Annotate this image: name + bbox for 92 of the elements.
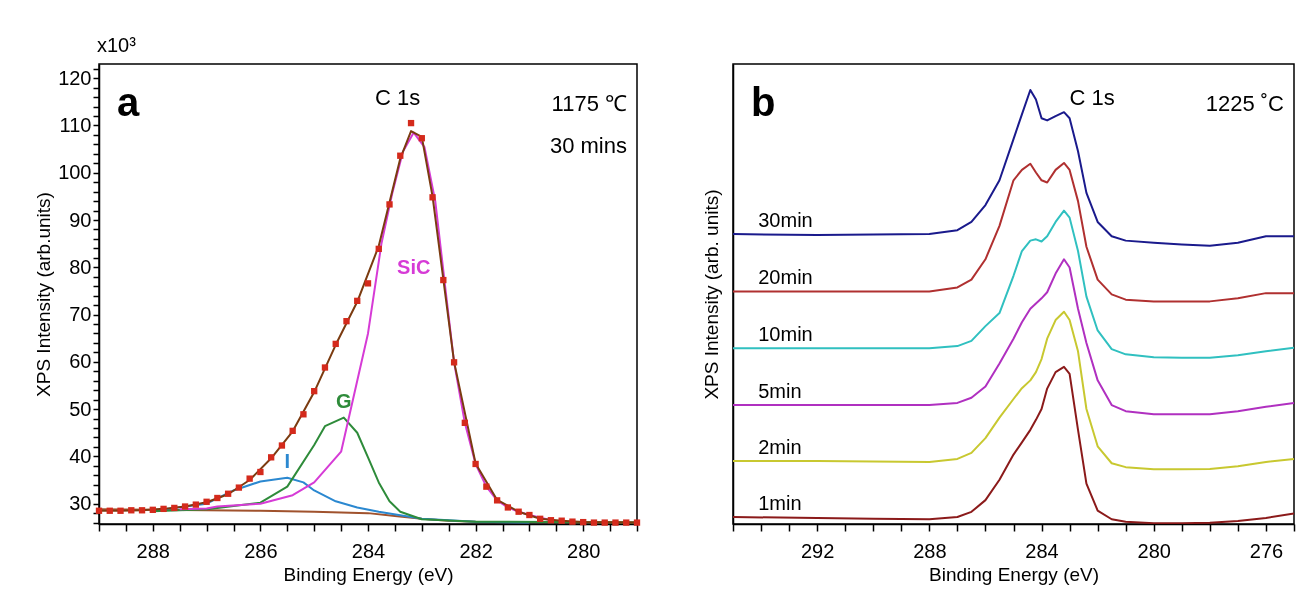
y-tick-label: 90 [69,208,92,231]
series-label: 30min [758,209,813,232]
series-label: 2min [758,436,802,459]
x-tick-label: 276 [1249,539,1284,562]
annotation: C 1s [1069,85,1115,110]
x-tick-label: 284 [1025,539,1059,562]
point [386,201,393,208]
point [138,507,146,514]
point [612,519,619,526]
point [321,364,329,371]
series-label: 1min [758,492,802,515]
y-tick-label: 50 [69,397,92,420]
point [354,297,361,305]
point [149,506,156,513]
point [558,517,565,524]
point [160,505,167,513]
annotation: a [117,80,140,124]
point [343,318,350,325]
point [493,497,501,504]
y-tick-label: 120 [58,66,92,89]
y-tick-label: 70 [69,303,92,326]
point [547,517,555,524]
y-tick-label: 30 [69,492,92,515]
series-label: G [336,389,352,412]
x-tick-label: 286 [244,539,278,562]
point [472,460,479,468]
point [95,507,103,514]
point [461,419,468,426]
point [289,427,296,435]
y-tick-label: 100 [58,161,92,184]
series-label: 20min [758,266,813,289]
point [192,501,199,508]
point [515,508,522,515]
point [418,135,425,142]
point [450,359,458,366]
point [311,387,318,395]
point [257,468,264,476]
point [601,519,608,526]
y-tick-label: 80 [69,255,92,278]
point [633,519,641,526]
y-tick-label: 110 [59,113,92,136]
annotation: 30 mins [549,133,627,158]
point [278,442,286,449]
point [537,515,544,522]
point [580,518,587,526]
point [332,340,339,348]
point [590,519,598,526]
annotation: 1175 ℃ [551,91,627,116]
series-label: I [284,449,291,472]
point [128,507,135,514]
point [246,475,253,482]
annotation: 1225 ˚C [1205,91,1285,116]
point [504,504,512,511]
text: x10³ [97,34,137,56]
point [224,490,232,497]
point [214,494,221,502]
point [268,454,275,461]
point [117,507,124,514]
x-axis-title: Binding Energy (eV) [928,563,1100,585]
point [203,498,210,505]
point [429,194,436,201]
point [171,504,178,512]
point [483,483,490,490]
y-tick-label: 40 [69,444,92,467]
y-tick-label: 60 [69,350,92,373]
point [235,484,243,491]
point [569,518,576,525]
point [440,276,447,284]
y-axis-title: XPS Intensity (arb.units) [33,192,55,397]
point [526,511,533,519]
x-tick-label: 280 [567,539,601,562]
x-tick-label: 288 [136,539,170,562]
x-tick-label: 282 [459,539,493,562]
x-tick-label: 280 [1137,539,1171,562]
point [397,152,404,159]
point [106,507,113,514]
series-label: 10min [758,323,813,346]
annotation: b [751,80,776,124]
point [181,503,189,510]
y-axis-title: XPS Intensity (arb. units) [700,189,722,400]
series-label: SiC [397,256,431,279]
point [300,411,307,418]
x-tick-label: 284 [351,539,386,562]
series-label: 5min [758,380,802,403]
x-tick-label: 288 [913,539,947,562]
x-axis-title: Binding Energy (eV) [283,563,454,585]
point [375,245,382,253]
point [407,119,415,127]
x-tick-label: 292 [800,539,835,562]
annotation: C 1s [374,85,421,110]
point [623,519,630,526]
point [364,280,372,287]
